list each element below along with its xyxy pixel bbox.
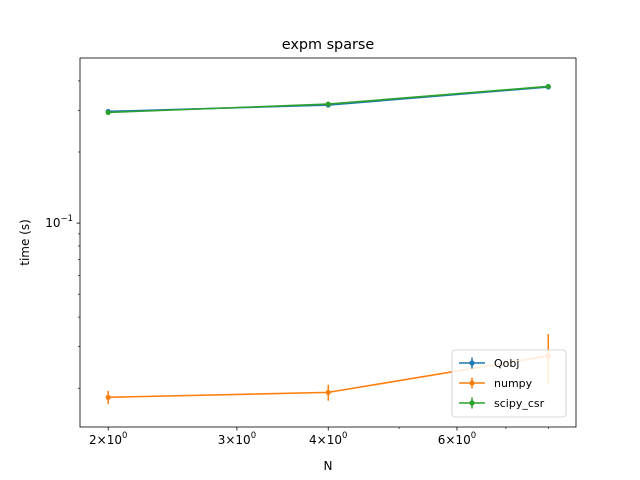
chart-title: expm sparse <box>282 37 375 53</box>
legend-marker <box>469 380 475 386</box>
legend-marker <box>469 400 475 406</box>
x-tick-label-mantissa: 2×10 <box>89 433 122 447</box>
data-point <box>325 101 331 107</box>
legend-label: Qobj <box>494 357 519 370</box>
legend-marker <box>469 360 475 366</box>
x-axis-label: N <box>324 459 333 473</box>
x-tick-label-mantissa: 3×10 <box>218 433 251 447</box>
legend-label: scipy_csr <box>494 397 545 410</box>
legend-box <box>451 349 567 418</box>
y-tick-label-exponent: −1 <box>60 214 73 224</box>
legend-label: numpy <box>494 377 533 390</box>
x-tick-label-exponent: 0 <box>251 431 256 441</box>
x-tick-label-exponent: 0 <box>122 431 127 441</box>
data-point <box>105 109 111 116</box>
x-tick-label: 3×100 <box>218 431 256 447</box>
y-tick-label-base: 10 <box>45 216 60 230</box>
x-axis-ticks: 2×100 3×100 4×100 6×100 <box>89 427 549 447</box>
data-point <box>325 389 331 395</box>
x-tick-label-mantissa: 6×10 <box>438 433 471 447</box>
x-tick-label-mantissa: 4×10 <box>309 433 342 447</box>
data-point <box>105 394 111 400</box>
x-tick-label: 6×100 <box>438 431 476 447</box>
x-tick-label-exponent: 0 <box>342 431 347 441</box>
x-tick-label: 2×100 <box>89 431 127 447</box>
y-tick-label: 10−1 <box>45 214 73 230</box>
x-tick-label: 4×100 <box>309 431 347 447</box>
y-axis-label: time (s) <box>18 219 32 266</box>
series-scipy-csr <box>105 83 551 116</box>
legend: Qobj numpy scipy_csr <box>451 349 567 418</box>
data-point <box>545 83 551 90</box>
x-tick-label-exponent: 0 <box>471 431 476 441</box>
plot-frame <box>79 57 577 428</box>
